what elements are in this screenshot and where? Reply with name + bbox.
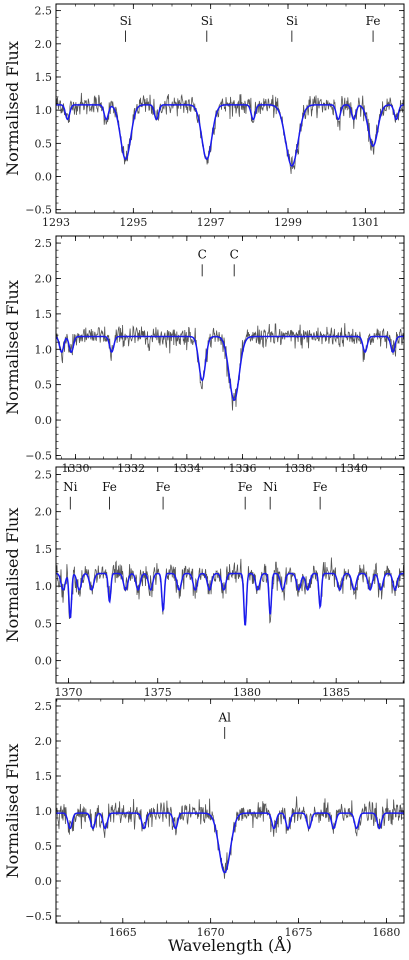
y-tick-label: 2.5	[35, 700, 53, 713]
line-id-label: Fe	[313, 480, 328, 494]
spectrum-panel-3: 0.0 0.5 1.0 1.5 2.0 2.5 1370 1375 1380 1385 Ni Fe Fe…	[3, 466, 405, 699]
y-tick-label: 1.0	[35, 580, 53, 593]
y-axis-label: Normalised Flux	[3, 280, 22, 415]
x-tick-label: 1680	[372, 926, 400, 939]
line-id-label: Si	[120, 14, 132, 28]
spectrum-panel-4: −0.5 0.0 0.5 1.0 1.5 2.0 2.5 1665 1670 1675 1680 Al…	[3, 698, 405, 955]
x-tick-label: 1332	[117, 462, 145, 475]
y-tick-label: 0.0	[35, 414, 53, 427]
y-tick-label: 2.5	[35, 468, 53, 481]
line-id-label: Fe	[102, 480, 117, 494]
model-spectrum-line	[56, 572, 404, 626]
line-id-label: Ni	[263, 480, 278, 494]
spectrum-panel-2: −0.5 0.0 0.5 1.0 1.5 2.0 2.5 1330 1332 1334 1336 13…	[3, 235, 405, 475]
spectrum-panel-1: −0.5 0.0 0.5 1.0 1.5 2.0 2.5 1293 1295 1297 1299 13…	[3, 3, 405, 229]
line-id-label: Si	[201, 14, 213, 28]
model-spectrum-line	[56, 104, 404, 167]
x-tick-label: 1301	[351, 216, 379, 229]
x-tick-label: 1675	[285, 926, 313, 939]
x-tick-label: 1336	[229, 462, 257, 475]
x-tick-label: 1385	[322, 686, 350, 699]
model-spectrum-line	[56, 812, 404, 874]
x-tick-label: 1293	[42, 216, 70, 229]
y-axis-label: Normalised Flux	[3, 508, 22, 643]
x-tick-label: 1295	[119, 216, 147, 229]
x-tick-label: 1334	[173, 462, 201, 475]
x-tick-label: 1299	[274, 216, 302, 229]
x-tick-label: 1375	[144, 686, 172, 699]
y-tick-label: −0.5	[25, 204, 52, 217]
y-tick-label: 2.0	[35, 38, 53, 51]
x-tick-label: 1370	[54, 686, 82, 699]
y-tick-label: 0.5	[35, 379, 53, 392]
y-tick-label: 0.5	[35, 617, 53, 630]
plot-frame	[55, 235, 405, 460]
observed-spectrum-line	[56, 796, 404, 879]
x-tick-label: 1670	[197, 926, 225, 939]
y-tick-label: 1.5	[35, 770, 53, 783]
model-spectrum-line	[56, 335, 404, 402]
y-tick-label: 1.5	[35, 308, 53, 321]
y-tick-label: 1.0	[35, 343, 53, 356]
x-tick-label: 1380	[233, 686, 261, 699]
x-tick-label: 1297	[197, 216, 225, 229]
y-tick-label: 0.5	[35, 840, 53, 853]
x-axis-label: Wavelength (Å)	[168, 935, 292, 955]
x-tick-label: 1338	[284, 462, 312, 475]
y-axis-label: Normalised Flux	[3, 41, 22, 176]
y-tick-label: 1.0	[35, 104, 53, 117]
y-tick-label: 2.5	[35, 5, 53, 18]
line-id-label: Si	[286, 14, 298, 28]
x-tick-label: 1665	[109, 926, 137, 939]
plot-frame	[55, 466, 405, 684]
x-tick-label: 1330	[61, 462, 89, 475]
y-tick-label: 1.5	[35, 543, 53, 556]
y-tick-label: 2.0	[35, 735, 53, 748]
line-id-label: Ni	[63, 480, 78, 494]
y-tick-label: 0.0	[35, 171, 53, 184]
y-tick-label: 1.0	[35, 805, 53, 818]
line-id-label: C	[230, 248, 239, 262]
y-tick-label: 2.0	[35, 506, 53, 519]
line-id-label: Fe	[238, 480, 253, 494]
y-tick-label: −0.5	[25, 449, 52, 462]
y-tick-label: 1.5	[35, 71, 53, 84]
line-id-label: Fe	[156, 480, 171, 494]
y-tick-label: −0.5	[25, 910, 52, 923]
y-tick-label: 0.0	[35, 655, 53, 668]
line-id-label: C	[198, 248, 207, 262]
y-tick-label: 0.0	[35, 875, 53, 888]
y-axis-label: Normalised Flux	[3, 744, 22, 879]
x-tick-label: 1340	[340, 462, 368, 475]
y-tick-label: 0.5	[35, 137, 53, 150]
line-id-label: Al	[217, 710, 231, 724]
line-id-label: Fe	[366, 14, 381, 28]
y-tick-label: 2.0	[35, 272, 53, 285]
y-tick-label: 2.5	[35, 237, 53, 250]
